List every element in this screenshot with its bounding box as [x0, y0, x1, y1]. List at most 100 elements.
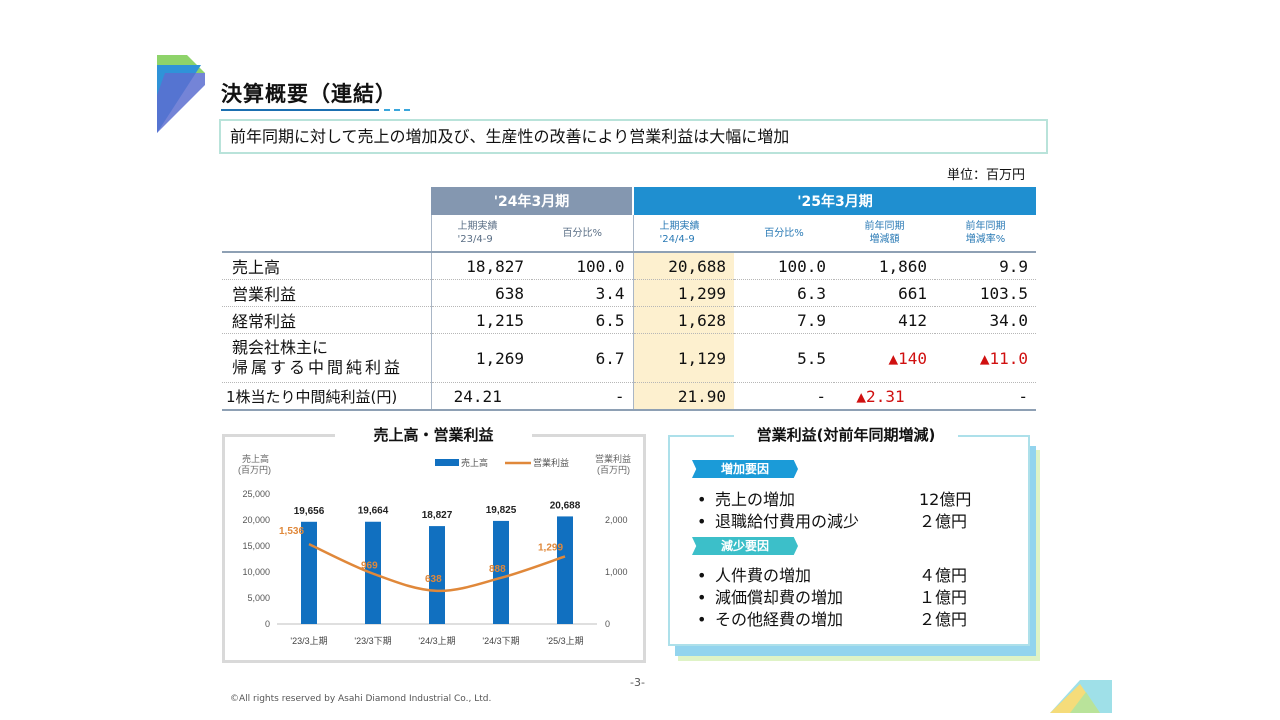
table-cell: 9.9 — [935, 252, 1037, 280]
row-label: 営業利益 — [222, 279, 431, 307]
table-cell: 103.5 — [935, 279, 1037, 307]
x-tick-label: '23/3下期 — [354, 636, 391, 646]
factor-amount: 12億円 — [919, 490, 972, 509]
x-tick-label: '25/3上期 — [546, 636, 583, 646]
table-cell: 1,269 — [430, 333, 532, 383]
y-left-tick-label: 25,000 — [242, 489, 270, 499]
chart-title: 売上高・営業利益 — [335, 424, 532, 445]
y-right-tick-label: 2,000 — [605, 515, 628, 525]
page-number: -3- — [630, 676, 645, 689]
corner-decoration — [1050, 680, 1112, 713]
line-data-label: 638 — [425, 574, 442, 585]
y-left-tick-label: 15,000 — [242, 541, 270, 551]
table-cell: - — [532, 382, 634, 411]
table-cell: 1,129 — [632, 333, 735, 383]
table-cell-negative: ▲2.31 — [834, 382, 936, 411]
bar-sales — [429, 526, 445, 624]
table-row: 経常利益 1,215 6.5 1,628 7.9 412 34.0 — [222, 306, 1037, 334]
table-cell: 3.4 — [532, 279, 634, 307]
factor-amount: ２億円 — [919, 610, 968, 629]
bar-data-label: 19,825 — [486, 505, 517, 516]
row-label: 売上高 — [222, 252, 431, 280]
line-data-label: 888 — [489, 564, 506, 575]
bar-data-label: 18,827 — [422, 510, 453, 521]
copyright-footer: ©All rights reserved by Asahi Diamond In… — [230, 694, 492, 704]
table-row: 売上高 18,827 100.0 20,688 100.0 1,860 9.9 — [222, 252, 1037, 280]
table-corner — [222, 187, 431, 215]
table-cell: 6.3 — [734, 279, 835, 307]
decrease-factors-tag: 減少要因 — [692, 537, 798, 555]
bar-data-label: 20,688 — [550, 500, 581, 511]
table-cell: 24.21 — [430, 382, 532, 411]
table-cell: 7.9 — [734, 306, 835, 334]
list-item: • 人件費の増加 — [697, 566, 812, 585]
subheader-h1-2024: 上期実績 '23/4-9 — [430, 215, 532, 253]
table-row: 親会社株主に 帰属する中間純利益 1,269 6.7 1,129 5.5 ▲140… — [222, 333, 1037, 383]
table-cell: 18,827 — [430, 252, 532, 280]
company-logo-mark — [157, 55, 205, 133]
y-left-tick-label: 10,000 — [242, 567, 270, 577]
row-label: 1株当たり中間純利益(円) — [222, 382, 431, 411]
row-label: 親会社株主に 帰属する中間純利益 — [222, 333, 431, 383]
table-cell: 21.90 — [632, 382, 735, 411]
table-cell: 100.0 — [532, 252, 634, 280]
table-cell-negative: ▲11.0 — [935, 333, 1037, 383]
table-cell: 1,628 — [632, 306, 735, 334]
x-tick-label: '24/3上期 — [418, 636, 455, 646]
list-item: • 売上の増加 — [697, 490, 796, 509]
list-item: • 減価償却費の増加 — [697, 588, 844, 607]
legend-bar-label: 売上高 — [461, 457, 488, 468]
right-axis-unit: (百万円) — [597, 465, 630, 475]
subheader-yoy-change: 前年同期 増減額 — [834, 215, 936, 253]
subheader-pct-2025: 百分比% — [734, 215, 835, 253]
summary-banner: 前年同期に対して売上の増加及び、生産性の改善により営業利益は大幅に増加 — [219, 119, 1048, 154]
table-cell: 20,688 — [632, 252, 735, 280]
table-cell: 1,299 — [632, 279, 735, 307]
unit-label: 単位：百万円 — [947, 168, 1026, 183]
factors-title: 営業利益(対前年同期増減) — [734, 424, 958, 445]
bar-sales — [493, 520, 509, 624]
line-operating-profit — [308, 542, 566, 593]
x-tick-label: '23/3上期 — [290, 636, 327, 646]
table-cell: 6.7 — [532, 333, 634, 383]
table-cell: 1,860 — [834, 252, 936, 280]
line-data-label: 1,536 — [279, 526, 304, 537]
subheader-pct-2024: 百分比% — [532, 215, 634, 253]
page-title: 決算概要（連結） — [221, 82, 397, 106]
table-cell: 1,215 — [430, 306, 532, 334]
list-item: • その他経費の増加 — [697, 610, 844, 629]
table-cell: 34.0 — [935, 306, 1037, 334]
header-fy2024: '24年3月期 — [431, 187, 634, 215]
bar-sales — [557, 516, 573, 624]
table-cell: 638 — [430, 279, 532, 307]
table-corner-sub — [222, 215, 431, 253]
right-axis-label: 営業利益 — [595, 453, 631, 464]
subheader-yoy-rate: 前年同期 増減率% — [935, 215, 1037, 253]
left-axis-unit: (百万円) — [238, 465, 271, 475]
x-tick-label: '24/3下期 — [482, 636, 519, 646]
sales-profit-chart: 売上高 (百万円) 営業利益 (百万円) 売上高 営業利益 0 5,000 10,0… — [238, 453, 631, 646]
table-cell: - — [734, 382, 835, 411]
financial-results-table: '24年3月期 '25年3月期 上期実績 '23/4-9 百分比% 上期実績 '24… — [222, 187, 1037, 411]
table-cell: 412 — [834, 306, 936, 334]
table-cell: - — [935, 382, 1037, 411]
y-left-tick-label: 0 — [265, 619, 270, 629]
table-cell: 5.5 — [734, 333, 835, 383]
y-left-tick-label: 20,000 — [242, 515, 270, 525]
header-fy2025: '25年3月期 — [632, 187, 1037, 215]
bar-data-label: 19,656 — [294, 506, 325, 517]
factor-amount: ４億円 — [919, 566, 968, 585]
list-item: • 退職給付費用の減少 — [697, 512, 860, 531]
title-underline — [221, 109, 410, 111]
subheader-h1-2025: 上期実績 '24/4-9 — [632, 215, 735, 253]
table-row: 営業利益 638 3.4 1,299 6.3 661 103.5 — [222, 279, 1037, 307]
legend-line-label: 営業利益 — [533, 457, 569, 468]
line-data-label: 969 — [361, 561, 378, 572]
table-cell-negative: ▲140 — [834, 333, 936, 383]
legend-bar-swatch — [435, 459, 459, 466]
row-label: 経常利益 — [222, 306, 431, 334]
factor-amount: ２億円 — [919, 512, 968, 531]
increase-factors-tag: 増加要因 — [692, 460, 798, 478]
table-cell: 100.0 — [734, 252, 835, 280]
factor-amount: １億円 — [919, 588, 968, 607]
